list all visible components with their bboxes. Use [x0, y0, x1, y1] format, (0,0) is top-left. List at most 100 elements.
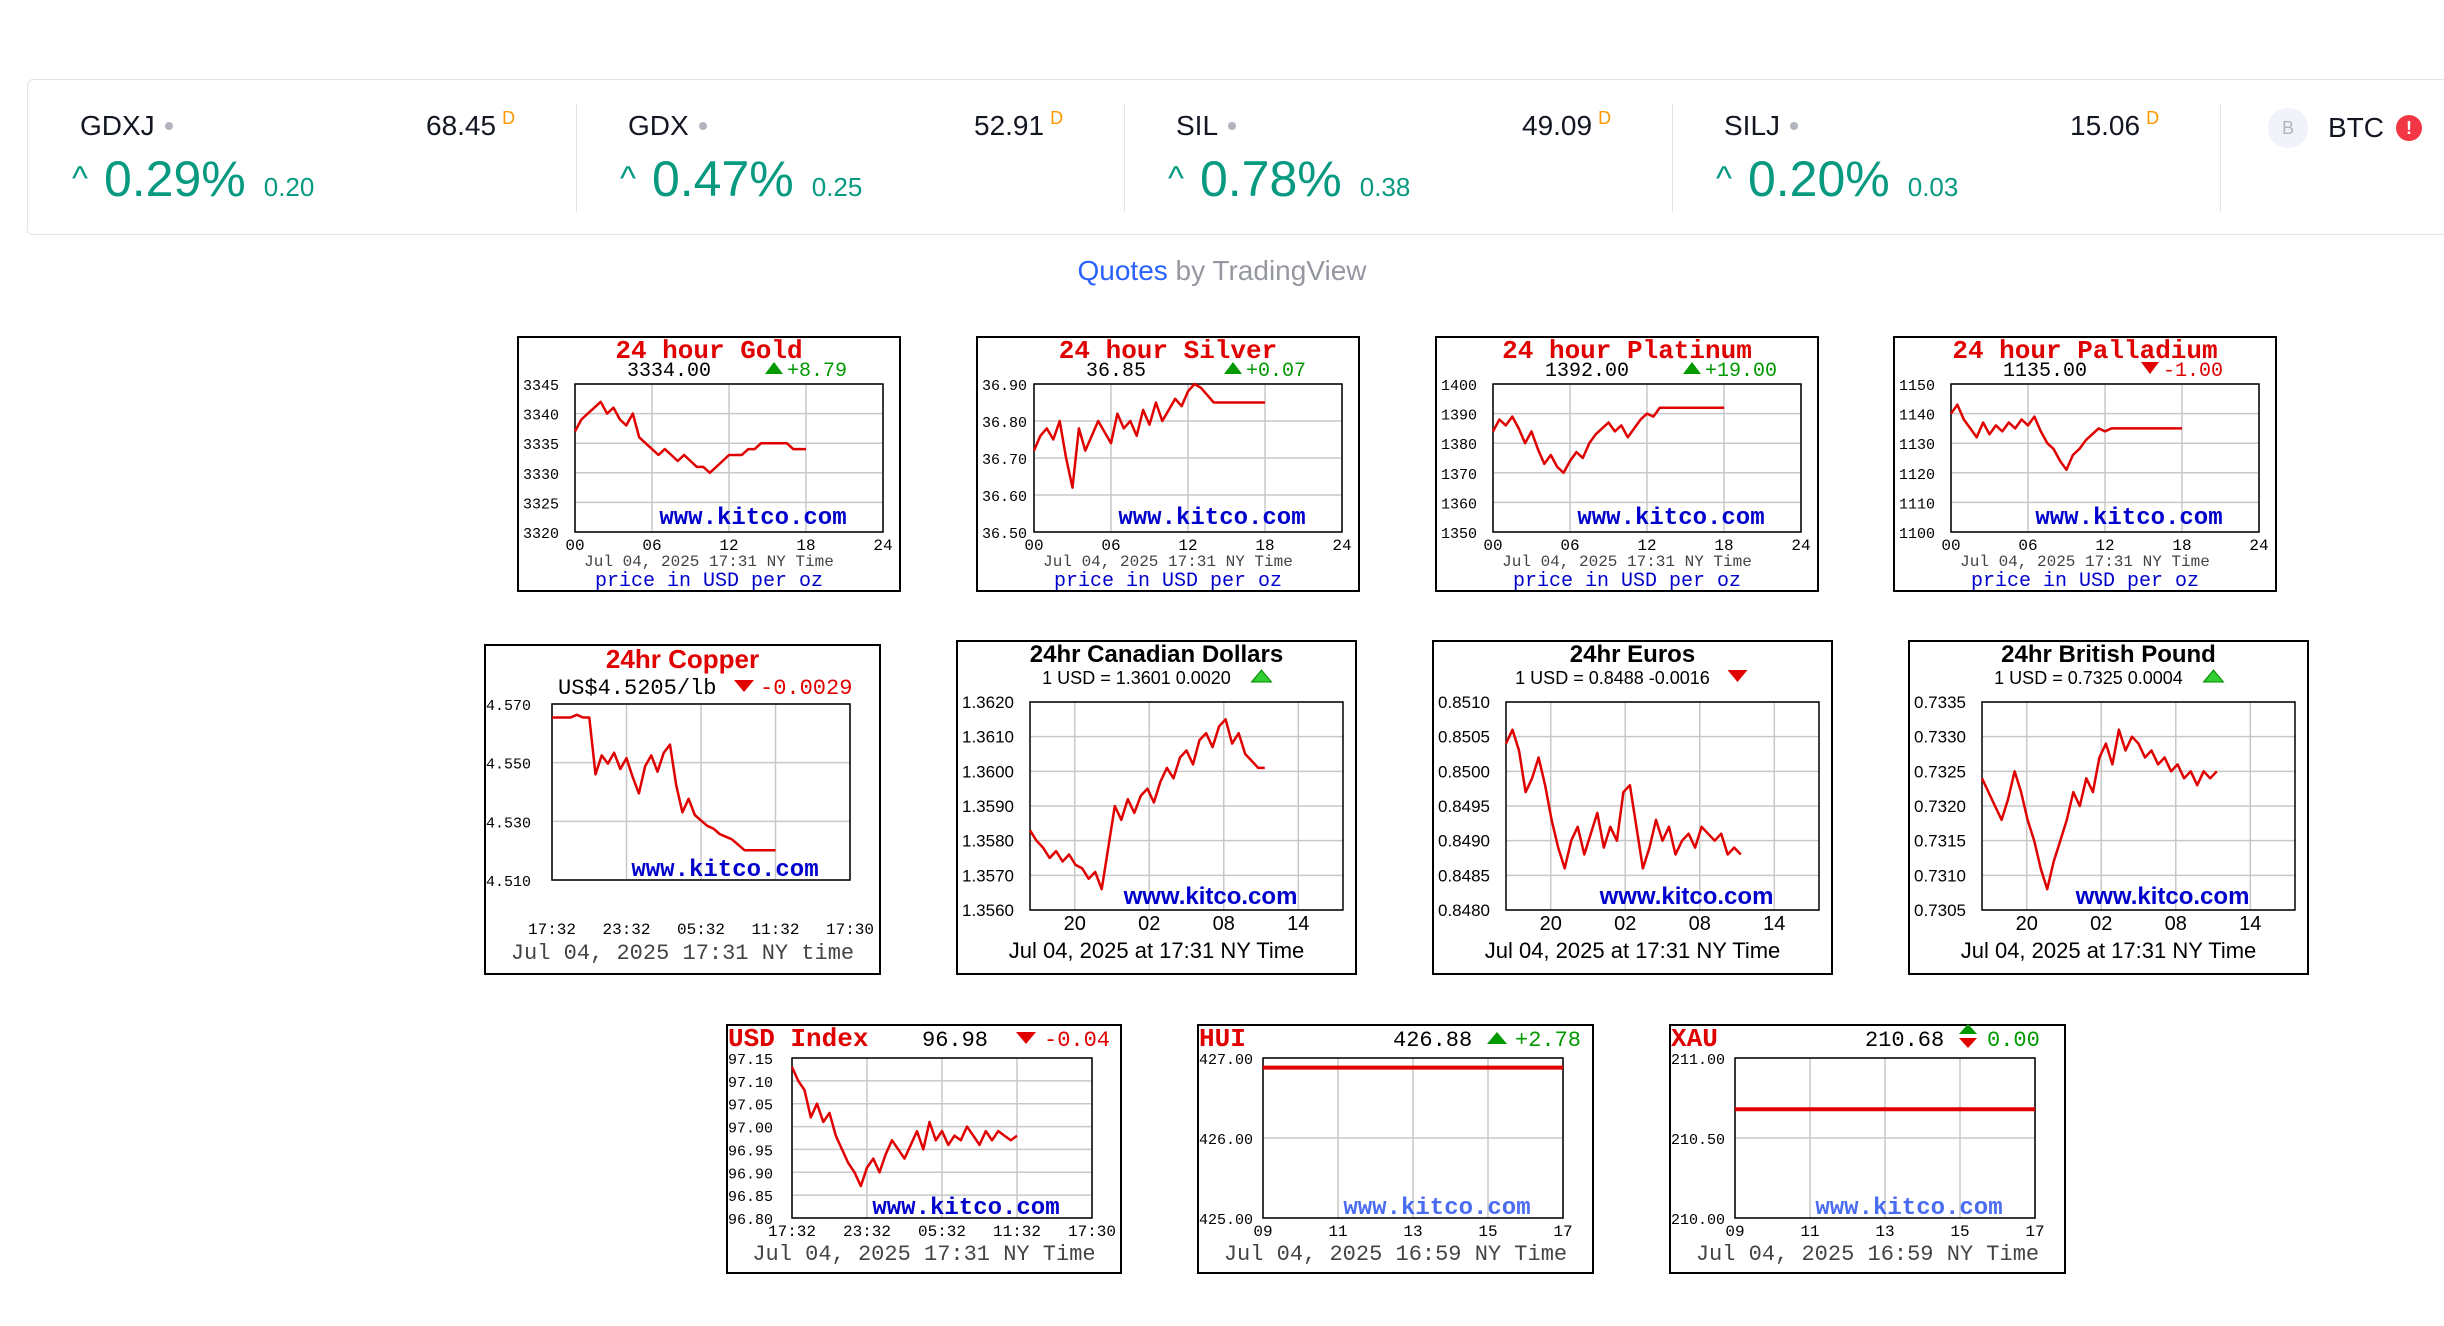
y-tick-label: 210.00	[1671, 1212, 1725, 1229]
chart-title: 24hr Copper	[606, 644, 759, 674]
x-tick-label: 20	[2016, 913, 2038, 935]
ticker-change: ^ 0.20% 0.03	[1716, 150, 1958, 208]
silver-chart[interactable]: 36.90 36.80 36.70 36.60 36.50 00 06 12 18 24 www.k…	[976, 336, 1360, 593]
ticker-symbol: SIL	[1176, 110, 1237, 142]
hui-chart[interactable]: 427.00 426.00 425.00 09 11 13 15 17 www.kitco.co…	[1197, 1024, 1594, 1274]
ticker-item-sil[interactable]: SIL 49.09 D ^ 0.78% 0.38	[1124, 80, 1672, 234]
watermark: www.kitco.com	[1123, 883, 1298, 910]
absolute-change: 0.38	[1359, 172, 1411, 202]
copper-chart[interactable]: 4.570 4.550 4.530 4.510 17:32 23:32 05:32 11:32…	[484, 644, 881, 975]
price-line	[573, 400, 806, 475]
xau-chart[interactable]: 211.00 210.50 210.00 09 11 13 15 17 www.kitco.co…	[1669, 1024, 2066, 1274]
change-value: -0.04	[1044, 1028, 1110, 1053]
gbp-chart[interactable]: 0.7335 0.7330 0.7325 0.7320 0.7315 0.7310 0.73…	[1908, 640, 2309, 975]
x-tick-label: 11	[1800, 1223, 1819, 1241]
up-arrow-icon	[1250, 669, 1273, 683]
price-line	[1504, 728, 1742, 870]
price-value: 1135.00	[2003, 360, 2087, 383]
plot-area	[1734, 1057, 2036, 1219]
eur-chart[interactable]: 0.8510 0.8505 0.8500 0.8495 0.8490 0.8485 0.84…	[1432, 640, 1833, 975]
x-tick-label: 12	[1178, 537, 1197, 555]
y-tick-label: 3325	[523, 496, 559, 513]
chart-svg: 3345 3340 3335 3330 3325 3320 00 06 12 18 24 www.ki…	[517, 336, 901, 593]
x-tick-label: 00	[1941, 537, 1960, 555]
status-dot	[1228, 122, 1237, 130]
x-tick-label: 11	[1328, 1223, 1347, 1241]
x-tick-label: 12	[1637, 537, 1656, 555]
x-tick-label: 02	[1138, 913, 1160, 935]
chart-title: 24 hour Gold	[615, 336, 802, 366]
percent-change: 0.20%	[1747, 151, 1890, 207]
x-tick-label: 23:32	[843, 1223, 891, 1241]
chart-frame	[1669, 1024, 2066, 1274]
chart-frame	[976, 336, 1360, 592]
y-tick-label: 0.7330	[1914, 728, 1966, 747]
x-tick-label: 08	[1689, 913, 1711, 935]
x-tick-label: 17	[2025, 1223, 2044, 1241]
watermark: www.kitco.com	[1118, 505, 1305, 532]
y-tick-label: 427.00	[1199, 1052, 1253, 1069]
absolute-change: 0.25	[811, 172, 863, 202]
x-tick-label: 12	[719, 537, 738, 555]
plot-area	[1505, 701, 1820, 911]
unit-footer: price in USD per oz	[1513, 570, 1741, 592]
y-tick-label: 3340	[523, 408, 559, 425]
separator	[576, 104, 577, 212]
percent-change: 0.47%	[651, 151, 794, 207]
x-tick-label: 17:32	[768, 1223, 816, 1241]
y-tick-label: 1110	[1899, 496, 1935, 513]
quotes-link[interactable]: Quotes	[1077, 255, 1168, 286]
ticker-item-gdxj[interactable]: GDXJ 68.45 D ^ 0.29% 0.20	[28, 80, 576, 234]
symbol-label: GDX	[628, 110, 689, 141]
up-arrow-icon	[2202, 669, 2225, 683]
y-tick-label: 96.90	[728, 1166, 773, 1183]
y-tick-label: 1.3600	[962, 762, 1014, 781]
up-arrow-icon: ^	[72, 160, 88, 198]
x-tick-label: 02	[1614, 913, 1636, 935]
usd-index-chart[interactable]: 97.15 97.10 97.05 97.00 96.95 96.90 96.85 96.80…	[726, 1024, 1122, 1274]
status-dot	[1790, 122, 1799, 130]
chart-title: 24hr British Pound	[2001, 641, 2216, 668]
ticker-item-silj[interactable]: SILJ 15.06 D ^ 0.20% 0.03	[1672, 80, 2220, 234]
absolute-change: 0.03	[1907, 172, 1959, 202]
y-tick-label: 426.00	[1199, 1132, 1253, 1149]
up-arrow-icon	[1224, 362, 1242, 374]
watermark: www.kitco.com	[2035, 505, 2222, 532]
palladium-chart[interactable]: 1150 1140 1130 1120 1110 1100 00 06 12 18 24 www.ki…	[1893, 336, 2277, 593]
ticker-symbol: GDX	[628, 110, 707, 142]
status-dot	[698, 122, 707, 130]
y-tick-label: 0.8495	[1438, 797, 1490, 816]
plot-area	[551, 703, 851, 881]
x-tick-label: 18	[796, 537, 815, 555]
y-tick-label: 1.3590	[962, 797, 1014, 816]
chart-frame	[1435, 336, 1819, 592]
cad-chart[interactable]: 1.3620 1.3610 1.3600 1.3590 1.3580 1.3570 1.35…	[956, 640, 1357, 975]
y-tick-label: 0.8490	[1438, 832, 1490, 851]
x-tick-label: 23:32	[602, 921, 650, 939]
ticker-tape: GDXJ 68.45 D ^ 0.29% 0.20 GDX 52.91 D ^ 0.47%…	[27, 79, 2444, 235]
x-tick-label: 00	[1024, 537, 1043, 555]
percent-change: 0.29%	[103, 151, 246, 207]
price-line	[1949, 403, 2182, 472]
watermark: www.kitco.com	[1815, 1195, 2002, 1222]
y-tick-label: 3320	[523, 526, 559, 543]
y-tick-label: 1100	[1899, 526, 1935, 543]
x-tick-label: 14	[1763, 913, 1785, 935]
price-line	[552, 713, 776, 852]
x-tick-label: 17:30	[1068, 1223, 1116, 1241]
y-tick-label: 0.7305	[1914, 901, 1966, 920]
y-tick-label: 1150	[1899, 378, 1935, 395]
ticker-price: 49.09 D	[1522, 108, 1611, 142]
separator	[1124, 104, 1125, 212]
up-arrow-icon: ^	[620, 160, 636, 198]
ticker-item-gdx[interactable]: GDX 52.91 D ^ 0.47% 0.25	[576, 80, 1124, 234]
gold-chart[interactable]: 3345 3340 3335 3330 3325 3320 00 06 12 18 24 www.ki…	[517, 336, 901, 593]
platinum-chart[interactable]: 1400 1390 1380 1370 1360 1350 00 06 12 18 24 www.ki…	[1435, 336, 1819, 593]
price-label: 15.06	[2070, 110, 2141, 141]
x-tick-label: 00	[1483, 537, 1502, 555]
ticker-item-btc[interactable]: B BTC !	[2268, 108, 2422, 148]
price-line	[1032, 382, 1265, 489]
x-tick-label: 20	[1064, 913, 1086, 935]
chart-frame	[956, 640, 1357, 975]
timestamp: Jul 04, 2025 17:31 NY time	[511, 941, 854, 966]
